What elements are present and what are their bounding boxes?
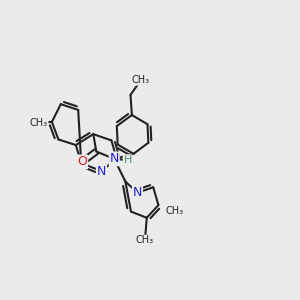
Text: CH₃: CH₃ [136, 236, 154, 245]
Text: N: N [110, 152, 119, 165]
Text: CH₃: CH₃ [132, 75, 150, 85]
Text: O: O [77, 155, 87, 168]
Text: CH₃: CH₃ [30, 118, 48, 128]
Text: CH₃: CH₃ [165, 206, 183, 216]
Text: N: N [97, 165, 106, 178]
Text: H: H [124, 155, 132, 165]
Text: N: N [133, 186, 142, 199]
